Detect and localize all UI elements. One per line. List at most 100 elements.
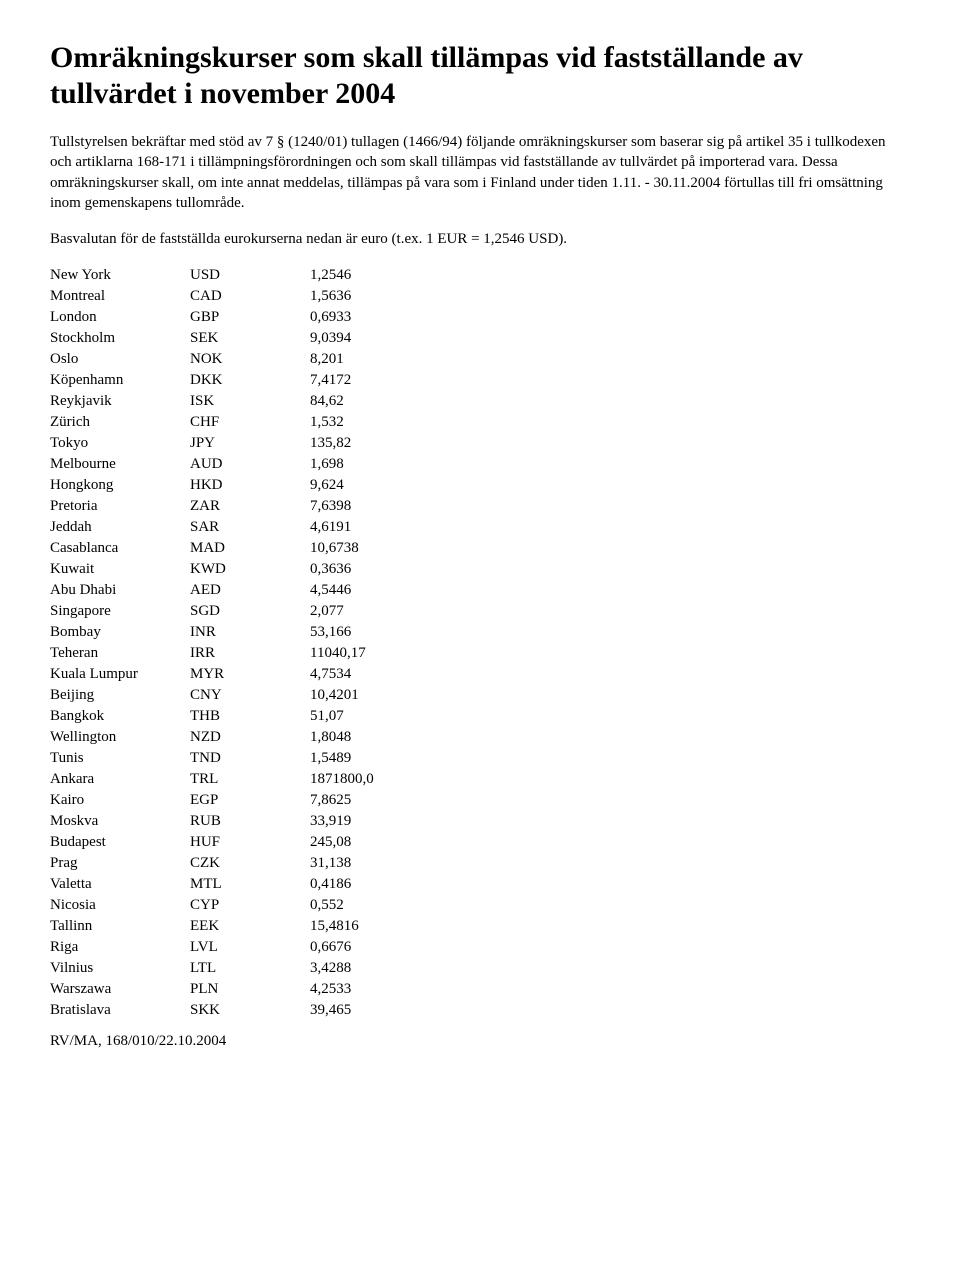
- rate-cell: 7,6398: [310, 496, 460, 517]
- city-cell: Kairo: [50, 790, 190, 811]
- city-cell: Ankara: [50, 769, 190, 790]
- intro-paragraph-2: Basvalutan för de fastställda eurokurser…: [50, 229, 910, 249]
- city-cell: Wellington: [50, 727, 190, 748]
- currency-code-cell: CYP: [190, 895, 310, 916]
- rate-cell: 84,62: [310, 391, 460, 412]
- rate-cell: 39,465: [310, 1000, 460, 1021]
- table-row: ZürichCHF1,532: [50, 412, 910, 433]
- city-cell: Bangkok: [50, 706, 190, 727]
- currency-code-cell: KWD: [190, 559, 310, 580]
- table-row: TallinnEEK15,4816: [50, 916, 910, 937]
- currency-code-cell: SGD: [190, 601, 310, 622]
- currency-code-cell: THB: [190, 706, 310, 727]
- rate-cell: 7,4172: [310, 370, 460, 391]
- city-cell: Warszawa: [50, 979, 190, 1000]
- rate-cell: 10,4201: [310, 685, 460, 706]
- city-cell: Tunis: [50, 748, 190, 769]
- table-row: ValettaMTL0,4186: [50, 874, 910, 895]
- city-cell: Zürich: [50, 412, 190, 433]
- rate-cell: 3,4288: [310, 958, 460, 979]
- rate-cell: 53,166: [310, 622, 460, 643]
- city-cell: Jeddah: [50, 517, 190, 538]
- table-row: BombayINR53,166: [50, 622, 910, 643]
- table-row: JeddahSAR4,6191: [50, 517, 910, 538]
- city-cell: Reykjavik: [50, 391, 190, 412]
- table-row: VilniusLTL3,4288: [50, 958, 910, 979]
- rate-cell: 1,2546: [310, 265, 460, 286]
- city-cell: Montreal: [50, 286, 190, 307]
- rate-cell: 2,077: [310, 601, 460, 622]
- table-row: LondonGBP0,6933: [50, 307, 910, 328]
- table-row: BratislavaSKK39,465: [50, 1000, 910, 1021]
- city-cell: Pretoria: [50, 496, 190, 517]
- table-row: KairoEGP7,8625: [50, 790, 910, 811]
- currency-code-cell: RUB: [190, 811, 310, 832]
- rate-cell: 1,698: [310, 454, 460, 475]
- rate-cell: 10,6738: [310, 538, 460, 559]
- currency-code-cell: HUF: [190, 832, 310, 853]
- table-row: TunisTND1,5489: [50, 748, 910, 769]
- rate-cell: 0,3636: [310, 559, 460, 580]
- rate-cell: 1,5636: [310, 286, 460, 307]
- currency-code-cell: EGP: [190, 790, 310, 811]
- table-row: BangkokTHB51,07: [50, 706, 910, 727]
- currency-code-cell: AUD: [190, 454, 310, 475]
- currency-code-cell: TRL: [190, 769, 310, 790]
- table-row: BeijingCNY10,4201: [50, 685, 910, 706]
- table-row: ReykjavikISK84,62: [50, 391, 910, 412]
- city-cell: Riga: [50, 937, 190, 958]
- currency-code-cell: ISK: [190, 391, 310, 412]
- table-row: OsloNOK8,201: [50, 349, 910, 370]
- currency-code-cell: AED: [190, 580, 310, 601]
- table-row: MoskvaRUB33,919: [50, 811, 910, 832]
- table-row: PragCZK31,138: [50, 853, 910, 874]
- intro-paragraph-1: Tullstyrelsen bekräftar med stöd av 7 § …: [50, 132, 910, 213]
- table-row: KuwaitKWD0,3636: [50, 559, 910, 580]
- rate-cell: 7,8625: [310, 790, 460, 811]
- table-row: WarszawaPLN4,2533: [50, 979, 910, 1000]
- city-cell: Prag: [50, 853, 190, 874]
- currency-code-cell: LTL: [190, 958, 310, 979]
- city-cell: Kuala Lumpur: [50, 664, 190, 685]
- city-cell: Tokyo: [50, 433, 190, 454]
- currency-code-cell: JPY: [190, 433, 310, 454]
- currency-code-cell: DKK: [190, 370, 310, 391]
- city-cell: London: [50, 307, 190, 328]
- city-cell: Melbourne: [50, 454, 190, 475]
- rate-cell: 0,552: [310, 895, 460, 916]
- currency-code-cell: MTL: [190, 874, 310, 895]
- table-row: SingaporeSGD2,077: [50, 601, 910, 622]
- city-cell: Abu Dhabi: [50, 580, 190, 601]
- table-row: New YorkUSD1,2546: [50, 265, 910, 286]
- currency-code-cell: CHF: [190, 412, 310, 433]
- currency-code-cell: GBP: [190, 307, 310, 328]
- currency-code-cell: TND: [190, 748, 310, 769]
- currency-code-cell: CAD: [190, 286, 310, 307]
- city-cell: Singapore: [50, 601, 190, 622]
- table-row: NicosiaCYP0,552: [50, 895, 910, 916]
- currency-code-cell: IRR: [190, 643, 310, 664]
- currency-code-cell: USD: [190, 265, 310, 286]
- currency-code-cell: HKD: [190, 475, 310, 496]
- table-row: AnkaraTRL1871800,0: [50, 769, 910, 790]
- table-row: TokyoJPY135,82: [50, 433, 910, 454]
- rate-cell: 51,07: [310, 706, 460, 727]
- city-cell: Oslo: [50, 349, 190, 370]
- city-cell: Nicosia: [50, 895, 190, 916]
- exchange-rate-table: New YorkUSD1,2546MontrealCAD1,5636London…: [50, 265, 910, 1021]
- currency-code-cell: SKK: [190, 1000, 310, 1021]
- rate-cell: 1,5489: [310, 748, 460, 769]
- rate-cell: 1,8048: [310, 727, 460, 748]
- city-cell: Valetta: [50, 874, 190, 895]
- rate-cell: 0,4186: [310, 874, 460, 895]
- currency-code-cell: CNY: [190, 685, 310, 706]
- table-row: RigaLVL0,6676: [50, 937, 910, 958]
- table-row: CasablancaMAD10,6738: [50, 538, 910, 559]
- currency-code-cell: ZAR: [190, 496, 310, 517]
- rate-cell: 31,138: [310, 853, 460, 874]
- rate-cell: 4,2533: [310, 979, 460, 1000]
- currency-code-cell: NZD: [190, 727, 310, 748]
- currency-code-cell: LVL: [190, 937, 310, 958]
- table-row: StockholmSEK9,0394: [50, 328, 910, 349]
- rate-cell: 0,6676: [310, 937, 460, 958]
